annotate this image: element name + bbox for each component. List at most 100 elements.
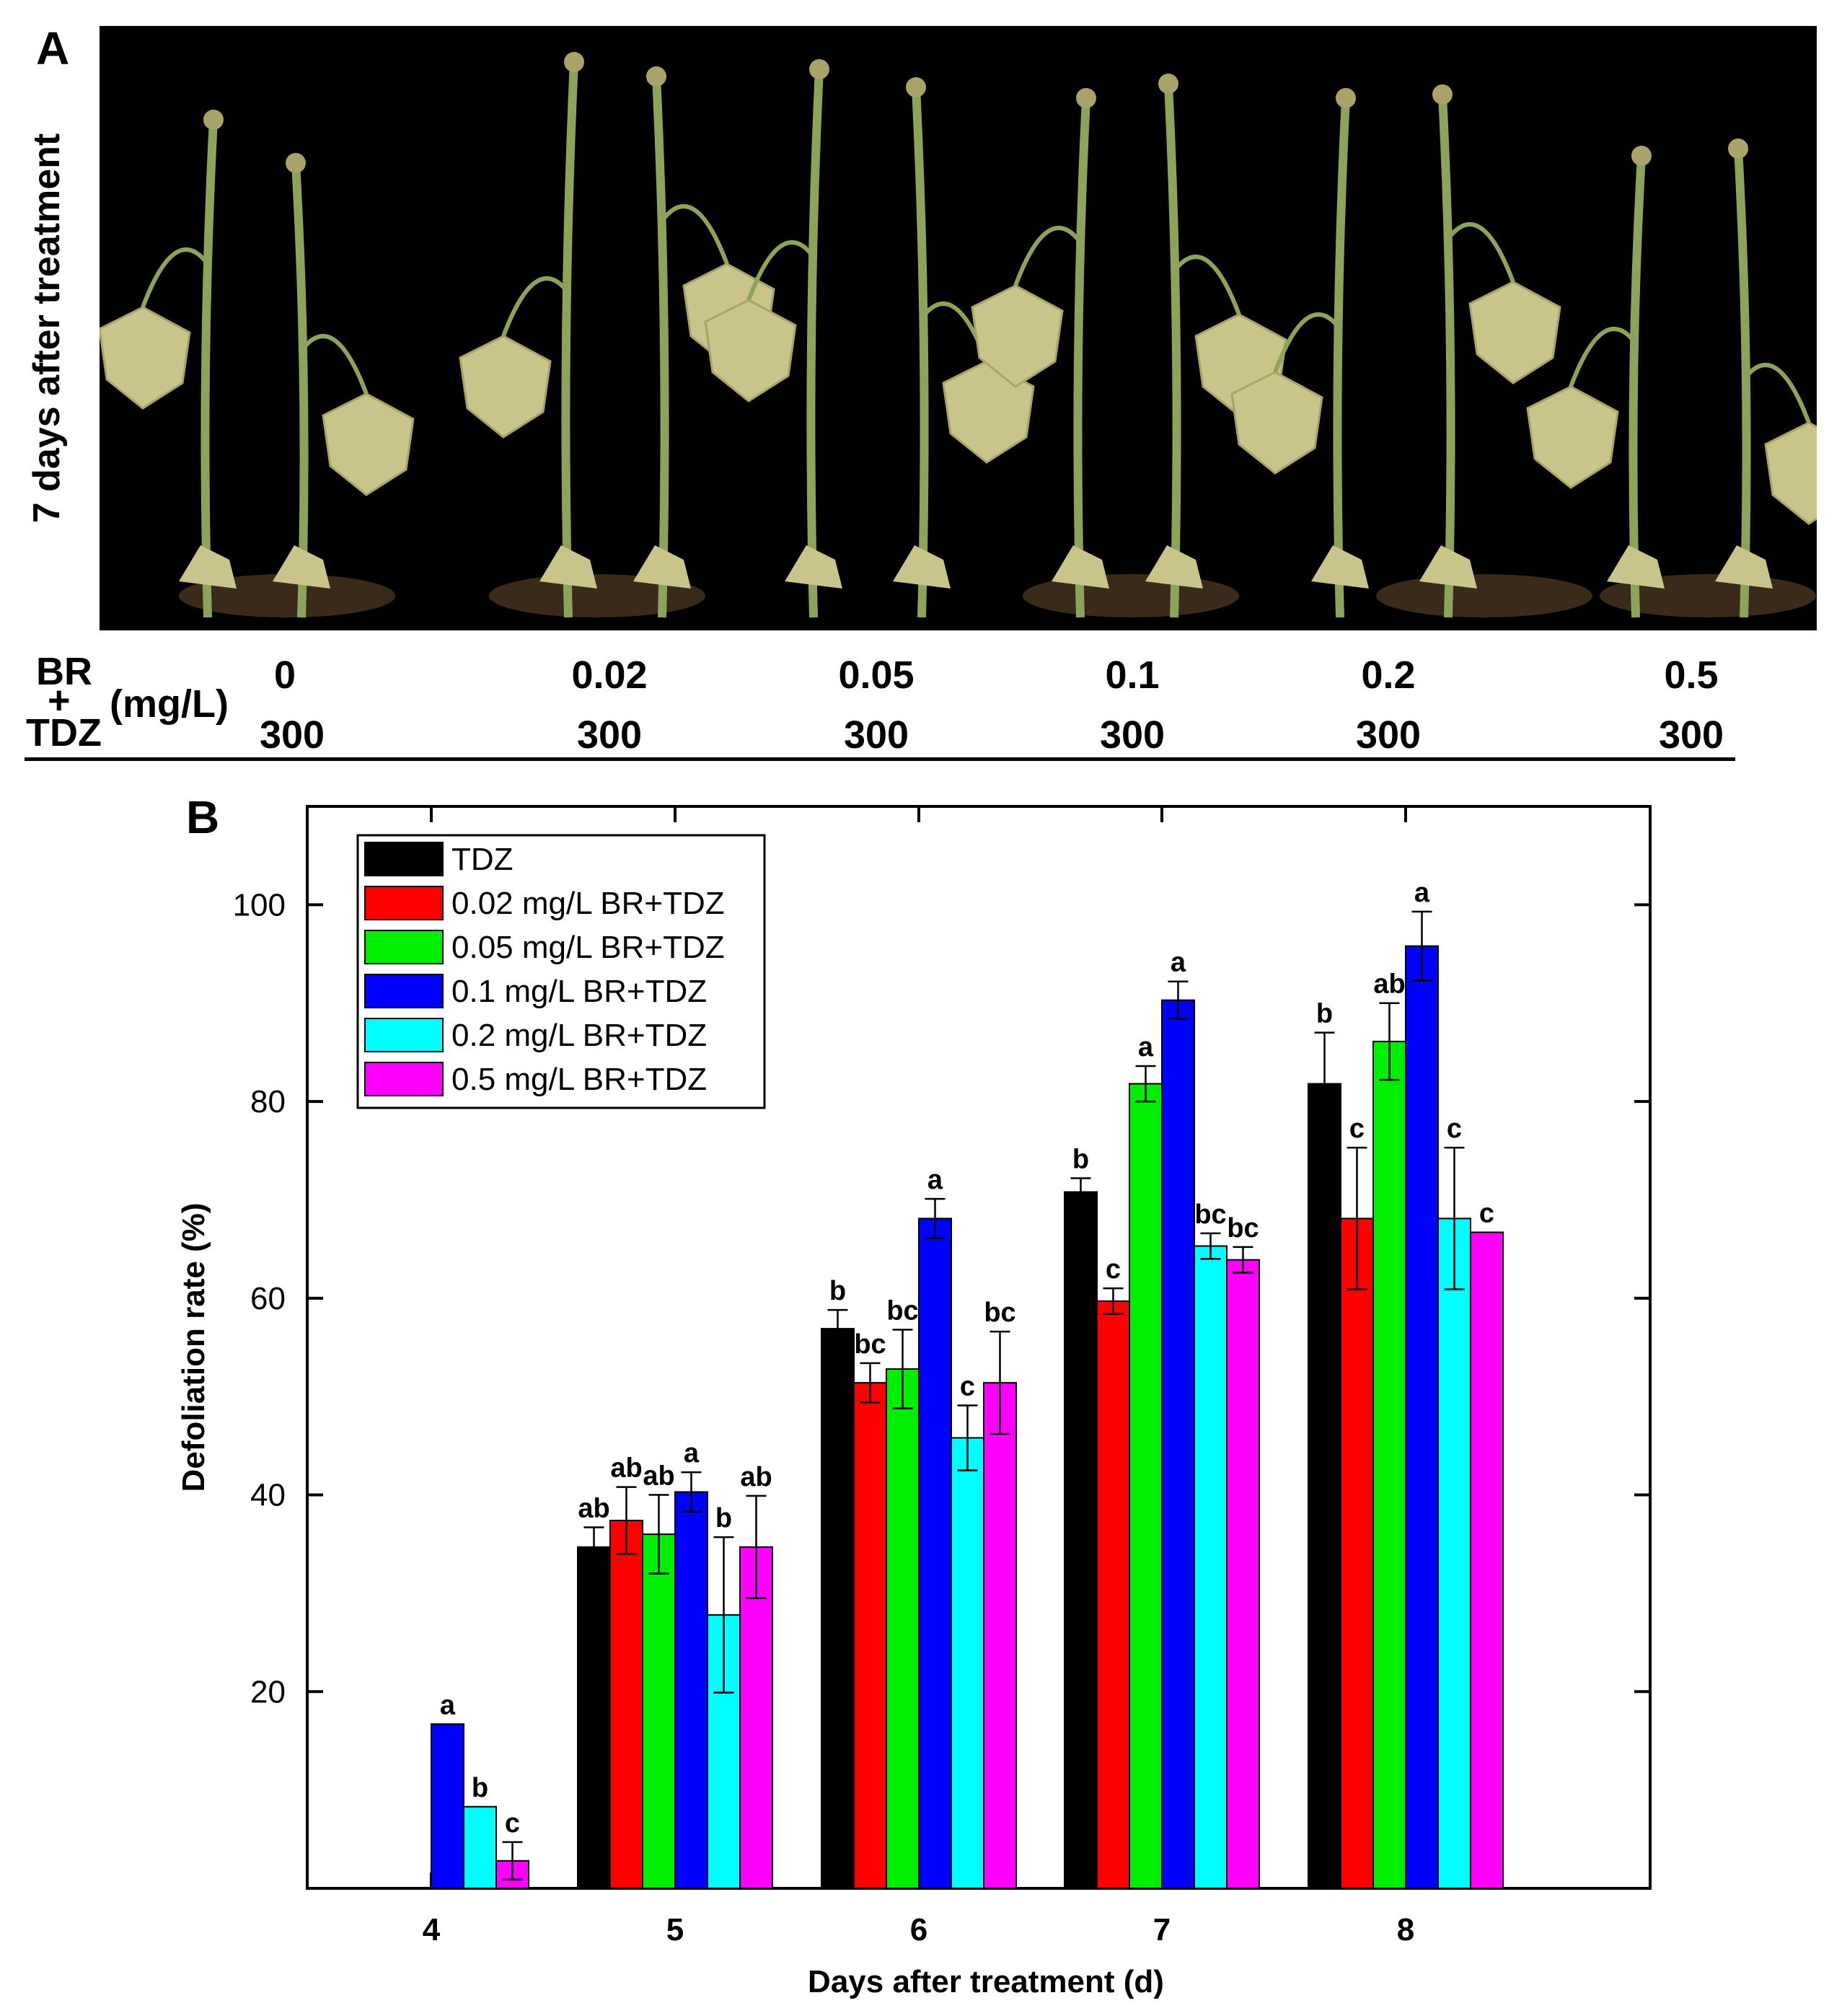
plant-tip-0: [203, 110, 224, 130]
legend-swatch-0: [364, 842, 444, 876]
x-tick-label-1: 5: [666, 1912, 684, 1947]
bar-s1-c3: [1096, 1300, 1130, 1889]
bar-s4-c4: [1437, 1218, 1471, 1889]
plant-tip-8: [1336, 88, 1356, 108]
plant-petiole-3: [660, 204, 729, 265]
plant-fallen-leaf-8: [1311, 545, 1369, 589]
tdz-value-3: 300: [1099, 713, 1165, 757]
plant-petiole-11: [1742, 363, 1811, 424]
legend-swatch-4: [364, 1018, 444, 1052]
plant-petiole-10: [1569, 327, 1638, 388]
sig-letter-s5-c3: bc: [1227, 1213, 1259, 1244]
plant-tip-2: [564, 52, 584, 72]
soil-1: [489, 574, 705, 617]
br-value-5: 0.5: [1664, 653, 1719, 697]
plant-leaf-4: [704, 299, 797, 402]
br-value-3: 0.1: [1105, 653, 1160, 697]
bar-s3-c3: [1161, 999, 1195, 1889]
plant-fallen-leaf-5: [893, 545, 951, 589]
sig-letter-s4-c3: bc: [1194, 1200, 1226, 1230]
sig-letter-s1-c1: ab: [610, 1453, 642, 1484]
tdz-value-2: 300: [843, 713, 909, 757]
bar-s2-c4: [1372, 1040, 1406, 1889]
plant-tip-3: [646, 66, 666, 87]
plant-tip-7: [1158, 74, 1178, 94]
br-value-4: 0.2: [1361, 653, 1416, 697]
legend-swatch-1: [364, 886, 444, 920]
sig-letter-s2-c3: a: [1138, 1032, 1154, 1062]
plant-leaf-6: [971, 284, 1064, 388]
br-value-2: 0.05: [838, 653, 914, 697]
br-value-1: 0.02: [571, 653, 648, 697]
sig-letter-s2-c2: bc: [886, 1295, 918, 1326]
plant-leaf-10: [1526, 385, 1619, 489]
tdz-value-4: 300: [1355, 713, 1422, 757]
sig-letter-s2-c4: ab: [1373, 969, 1405, 1000]
plant-tip-6: [1076, 88, 1096, 108]
plant-tip-11: [1728, 138, 1748, 159]
sig-letter-s5-c2: bc: [984, 1298, 1015, 1328]
sig-letter-s3-c1: a: [684, 1438, 700, 1469]
sig-letter-s1-c3: c: [1106, 1254, 1121, 1285]
unit-label: (mg/L): [110, 682, 229, 726]
bar-s0-c1: [577, 1546, 611, 1889]
sig-letter-s4-c4: c: [1447, 1114, 1462, 1144]
sig-letter-s2-c1: ab: [643, 1461, 674, 1492]
bar-s3-c1: [674, 1491, 708, 1890]
bar-s3-c2: [918, 1218, 952, 1889]
sig-letter-s3-c4: a: [1414, 878, 1430, 908]
plant-fallen-leaf-6: [1052, 545, 1109, 589]
plant-petiole-1: [299, 334, 369, 395]
plant-stem-7: [1164, 83, 1181, 618]
plant-stem-3: [652, 76, 669, 618]
y-axis-title: Defoliation rate (%): [176, 1203, 211, 1492]
plant-tip-9: [1432, 84, 1453, 105]
legend-label-5: 0.5 mg/L BR+TDZ: [451, 1062, 707, 1097]
x-axis-title: Days after treatment (d): [808, 1964, 1164, 1999]
plant-stem-5: [912, 87, 929, 618]
plant-petiole-2: [501, 276, 570, 338]
plant-stem-9: [1438, 94, 1455, 618]
bar-s0-c3: [1064, 1191, 1098, 1889]
sig-letter-s5-c4: c: [1479, 1198, 1494, 1228]
sig-letter-s1-c2: bc: [854, 1329, 886, 1360]
plant-tip-5: [906, 77, 926, 97]
bar-s2-c1: [642, 1533, 676, 1889]
plant-stem-6: [1073, 97, 1090, 618]
legend-label-0: TDZ: [451, 842, 514, 877]
sig-letter-s4-c1: b: [715, 1503, 732, 1533]
bar-s2-c3: [1129, 1083, 1163, 1889]
sig-letter-s3-c3: a: [1171, 948, 1186, 978]
y-tick-label-0: 20: [250, 1674, 286, 1709]
legend-swatch-5: [364, 1062, 444, 1096]
plant-leaf-5: [942, 360, 1035, 464]
bar-s1-c2: [853, 1382, 887, 1890]
sig-letter-s5-c0: c: [505, 1808, 520, 1839]
tdz-value-5: 300: [1658, 713, 1724, 757]
sig-letter-s4-c2: c: [960, 1371, 975, 1401]
tdz-value-1: 300: [576, 713, 643, 757]
plant-fallen-leaf-3: [633, 545, 691, 589]
panel-b-label: B: [186, 791, 220, 843]
x-tick-label-3: 7: [1153, 1912, 1171, 1947]
plant-leaf-2: [459, 335, 552, 439]
y-tick-label-4: 100: [233, 887, 286, 923]
tdz-label: TDZ: [26, 711, 102, 754]
plant-photo: [100, 26, 1817, 630]
plant-fallen-leaf-7: [1145, 545, 1203, 589]
bar-s3-c4: [1405, 945, 1439, 1889]
sig-letter-s3-c2: a: [927, 1165, 943, 1195]
plant-tip-10: [1631, 146, 1652, 166]
plant-petiole-9: [1446, 222, 1515, 283]
panel-a-label: A: [36, 22, 70, 74]
plant-petiole-7: [1172, 255, 1241, 316]
plant-leaf-0: [100, 306, 191, 410]
tdz-value-0: 300: [259, 713, 325, 757]
x-tick-label-0: 4: [423, 1912, 441, 1947]
plus-sign: +: [48, 679, 71, 722]
plant-petiole-4: [746, 240, 816, 301]
treatment-table-rule: [25, 757, 1735, 761]
bar-s4-c3: [1194, 1245, 1228, 1889]
plant-fallen-leaf-10: [1607, 545, 1665, 589]
